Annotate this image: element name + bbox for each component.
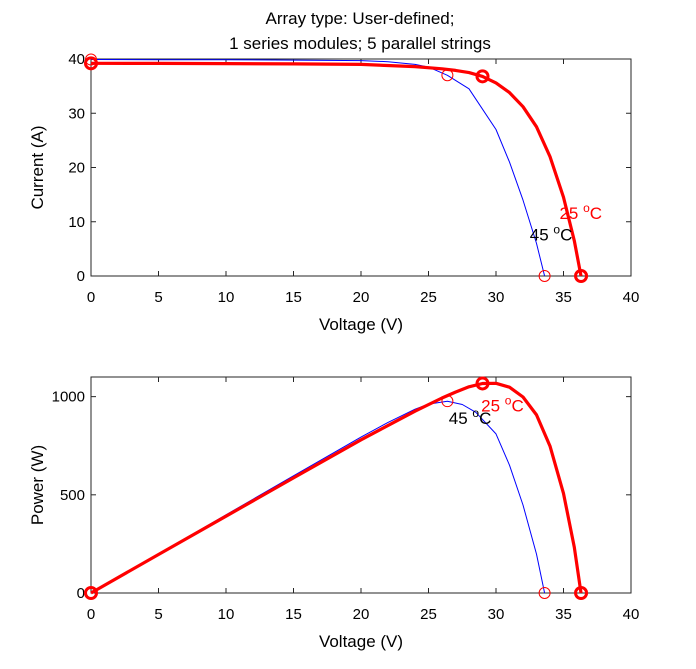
iv-xtick-label: 15 <box>285 289 302 306</box>
pv-curve-axes: 0 5 10 15 20 25 30 35 40 0 500 1000 Voltage (V) Power… <box>28 376 640 651</box>
pv-xtick-label: 30 <box>488 606 505 623</box>
iv-curve-axes: 0 5 10 15 20 25 30 35 40 0 10 20 30 40 Voltage (V) Curr… <box>28 51 639 334</box>
iv-xtick-label: 40 <box>623 289 640 306</box>
pv-xtick-label: 10 <box>218 606 235 623</box>
pv-xtick-label: 5 <box>154 606 162 623</box>
pv-xtick-label: 20 <box>353 606 370 623</box>
iv-xtick-label: 30 <box>488 289 505 306</box>
pv-xtick-label: 25 <box>420 606 437 623</box>
iv-series-line-1 <box>90 61 583 277</box>
iv-temp-annotation-0: 45 oC <box>530 223 573 245</box>
iv-xtick-label: 35 <box>555 289 572 306</box>
pv-series-marker-1 <box>475 376 490 391</box>
pv-series-marker-1 <box>84 586 98 600</box>
iv-ytick-label: 0 <box>77 268 85 285</box>
iv-axes-frame <box>90 58 632 277</box>
pv-series-marker-1 <box>574 586 589 600</box>
iv-temp-annotation-1: 25 oC <box>559 201 602 223</box>
iv-ytick-label: 10 <box>68 214 85 231</box>
iv-ytick-label: 20 <box>68 160 85 177</box>
iv-series-marker-0 <box>538 270 551 282</box>
iv-xtick-label: 0 <box>87 289 95 306</box>
iv-series-marker-1 <box>574 269 589 283</box>
figure-title-line1: Array type: User-defined; <box>266 9 455 28</box>
pv-xtick-label: 15 <box>285 606 302 623</box>
pv-xtick-label: 40 <box>623 606 640 623</box>
iv-ylabel: Current (A) <box>28 125 47 209</box>
pv-temp-annotation-0: 45 oC <box>449 406 492 428</box>
pv-ytick-label: 1000 <box>52 389 85 406</box>
pv-xtick-label: 0 <box>87 606 95 623</box>
iv-xtick-label: 25 <box>420 289 437 306</box>
iv-ytick-label: 40 <box>68 51 85 68</box>
iv-ytick-label: 30 <box>68 105 85 122</box>
iv-series-marker-1 <box>84 56 98 71</box>
pv-temp-annotation-1: 25 oC <box>481 393 524 415</box>
pv-series-marker-0 <box>538 587 551 599</box>
iv-xtick-label: 5 <box>154 289 162 306</box>
pv-xlabel: Voltage (V) <box>319 632 403 651</box>
pv-ytick-label: 500 <box>60 487 85 504</box>
pv-axes-frame <box>90 376 632 594</box>
pv-xtick-label: 35 <box>555 606 572 623</box>
pv-ylabel: Power (W) <box>28 445 47 525</box>
iv-xtick-label: 10 <box>218 289 235 306</box>
pv-ytick-label: 0 <box>77 585 85 602</box>
iv-xtick-label: 20 <box>353 289 370 306</box>
iv-xlabel: Voltage (V) <box>319 315 403 334</box>
iv-series-marker-1 <box>475 69 490 84</box>
figure-title-line2: 1 series modules; 5 parallel strings <box>229 34 491 53</box>
